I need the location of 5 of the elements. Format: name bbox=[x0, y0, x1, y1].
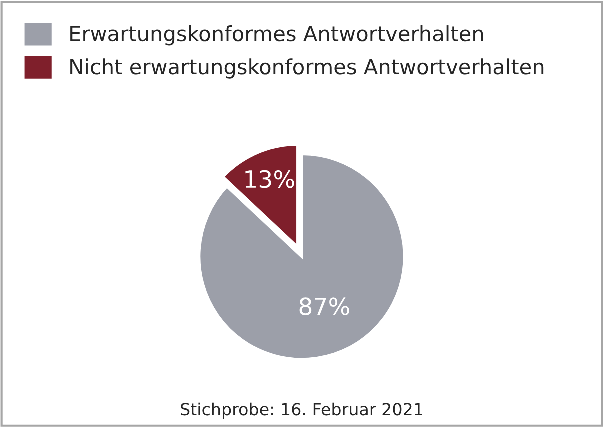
legend-label: Erwartungskonformes Antwortverhalten bbox=[70, 26, 484, 46]
legend-label: Nicht erwartungskonformes Antwortverhalten bbox=[70, 58, 544, 79]
data-label: 13% bbox=[246, 170, 294, 188]
data-label: 87% bbox=[300, 298, 350, 316]
text: Stichprobe: 16. Februar 2021 bbox=[181, 402, 422, 419]
